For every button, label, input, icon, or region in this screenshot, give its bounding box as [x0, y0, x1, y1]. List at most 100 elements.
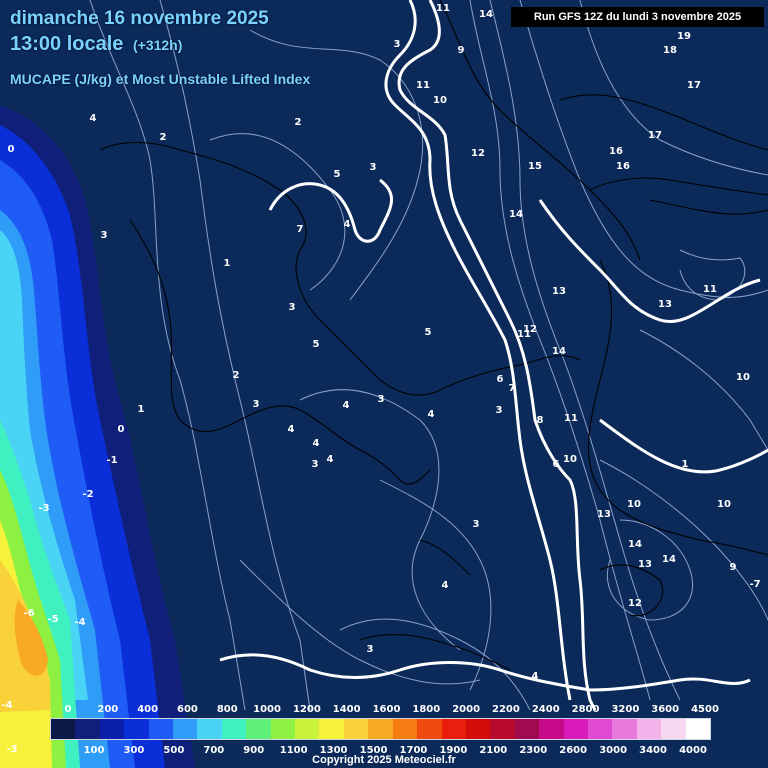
forecast-time: 13:00 locale (+312h) [10, 33, 182, 56]
lifted-index-label: 11 [564, 413, 578, 424]
lifted-index-label: 2 [295, 117, 302, 128]
legend-swatch [441, 719, 466, 739]
lifted-index-label: 14 [509, 209, 523, 220]
lifted-index-label: -1 [106, 455, 117, 466]
lifted-index-label: 1 [682, 459, 689, 470]
legend-bottom-label: 3000 [599, 745, 628, 756]
legend-swatch [563, 719, 588, 739]
lifted-index-label: 13 [638, 559, 652, 570]
lifted-index-label: -4 [1, 700, 12, 711]
lifted-index-label: 19 [677, 31, 691, 42]
legend-swatch [612, 719, 637, 739]
legend-bottom-label: 500 [163, 745, 185, 756]
lifted-index-label: -4 [74, 617, 85, 628]
lifted-index-label: 3 [394, 39, 401, 50]
legend-swatch [587, 719, 613, 739]
legend-swatch [661, 719, 686, 739]
lifted-index-label: 4 [428, 409, 435, 420]
lifted-index-label: 0 [8, 144, 15, 155]
cape-color-scale [50, 718, 711, 740]
lifted-index-label: -3 [38, 503, 49, 514]
legend-bottom-label: 4000 [679, 745, 707, 756]
lifted-index-label: 4 [313, 438, 320, 449]
legend-bottom-label: 2300 [519, 745, 548, 756]
forecast-date: dimanche 16 novembre 2025 [10, 8, 269, 29]
lifted-index-label: 10 [736, 372, 750, 383]
legend-top-label: 600 [177, 704, 198, 715]
lifted-index-label: 4 [288, 424, 295, 435]
legend-bottom-label: 1700 [399, 745, 428, 756]
legend-top-label: 3200 [611, 704, 640, 715]
forecast-offset: (+312h) [132, 37, 183, 53]
lifted-index-label: -7 [749, 579, 760, 590]
lifted-index-zero-contours [219, 0, 768, 711]
lifted-index-label: 12 [628, 598, 642, 609]
lifted-index-label: 11 [416, 80, 430, 91]
legend-top-label: 1200 [292, 704, 321, 715]
lifted-index-label: 14 [662, 554, 676, 565]
lifted-index-label: -3 [6, 744, 17, 755]
lifted-index-label: -5 [47, 614, 58, 625]
local-time: 13:00 locale [10, 33, 124, 55]
legend-top-label: 1800 [412, 704, 441, 715]
cape-field-2000 [14, 600, 48, 676]
legend-swatch [392, 719, 418, 739]
legend-swatch [221, 719, 247, 739]
legend-swatch [173, 719, 198, 739]
lifted-index-label: 14 [479, 9, 493, 20]
lifted-index-label: 17 [687, 80, 701, 91]
lifted-index-label: 3 [101, 230, 108, 241]
lifted-index-label: -2 [82, 489, 93, 500]
legend-swatch [270, 719, 296, 739]
lifted-index-label: 3 [473, 519, 480, 530]
legend-top-label: 2200 [492, 704, 520, 715]
legend-bottom-label: 2600 [559, 745, 588, 756]
lifted-index-label: 10 [563, 454, 577, 465]
legend-swatch [75, 719, 100, 739]
legend-top-label: 3600 [651, 704, 680, 715]
legend-bottom-label: 900 [243, 745, 265, 756]
legend-top-label: 4500 [691, 704, 719, 715]
legend-swatch [539, 719, 564, 739]
legend-bottom-label: 1100 [279, 745, 308, 756]
lifted-index-label: 2 [233, 370, 240, 381]
lifted-index-label: 10 [627, 499, 641, 510]
coastlines [99, 0, 768, 671]
lifted-index-label: 0 [118, 424, 125, 435]
legend-top-label: 2400 [531, 704, 560, 715]
lifted-index-label: 3 [289, 302, 296, 313]
lifted-index-label: 4 [90, 113, 97, 124]
legend-swatch [636, 719, 662, 739]
legend-top-label: 800 [216, 704, 238, 715]
legend-swatch [148, 719, 174, 739]
lifted-index-label: 9 [730, 562, 737, 573]
legend-swatch [295, 719, 320, 739]
legend-swatch [99, 719, 125, 739]
lifted-index-label: 12 [471, 148, 485, 159]
lifted-index-label: 4 [327, 454, 334, 465]
legend-bottom-label: 300 [123, 745, 145, 756]
legend-bottom-label: 700 [203, 745, 225, 756]
legend-swatch [319, 719, 344, 739]
lifted-index-label: 18 [663, 45, 677, 56]
lifted-index-label: 5 [334, 169, 341, 180]
legend-bottom-label: 1300 [319, 745, 348, 756]
legend-top-label: 0 [64, 704, 72, 715]
lifted-index-label: 14 [552, 346, 566, 357]
legend-swatch [124, 719, 149, 739]
lifted-index-label: 17 [648, 130, 662, 141]
lifted-index-label: 10 [433, 95, 447, 106]
run-info-box: Run GFS 12Z du lundi 3 novembre 2025 [511, 7, 764, 27]
lifted-index-label: 7 [509, 383, 516, 394]
lifted-index-label: 4 [442, 580, 449, 591]
lifted-index-label: 8 [537, 415, 544, 426]
legend-bottom-label: 3400 [639, 745, 667, 756]
lifted-index-label: 1 [138, 404, 145, 415]
lifted-index-label: 11 [517, 329, 531, 340]
legend-top-label: 1000 [253, 704, 281, 715]
lifted-index-label: 3 [378, 394, 385, 405]
lifted-index-label: 7 [297, 224, 304, 235]
lifted-index-label: 1 [224, 258, 231, 269]
